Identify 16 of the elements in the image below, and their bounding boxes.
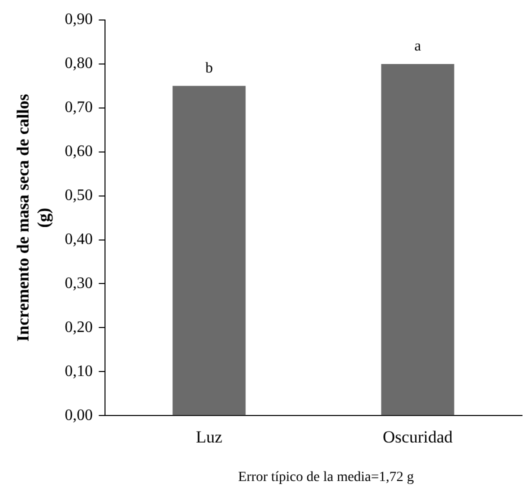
y-tick-label: 0,20 [64,318,93,336]
annotation: a [414,38,422,54]
x-tick-label: Luz [196,427,223,446]
x-tick-label: Oscuridad [382,427,454,446]
y-tick-label: 0,10 [64,362,93,380]
y-tick-label: 0,50 [64,187,93,204]
y-tick-label: 0,90 [64,11,93,28]
text: Error típico de la media=1,72 g [237,470,415,486]
y-tick-label: 0,00 [64,406,93,424]
annotation: b [205,60,213,76]
y-axis-title: Incremento de masa seca de callos (g) [14,94,53,342]
y-tick-label: 0,60 [64,143,93,160]
y-tick-label: 0,70 [64,99,93,116]
y-tick-label: 0,30 [64,274,93,292]
y-tick-label: 0,80 [64,55,93,72]
y-tick-label: 0,40 [64,230,93,248]
